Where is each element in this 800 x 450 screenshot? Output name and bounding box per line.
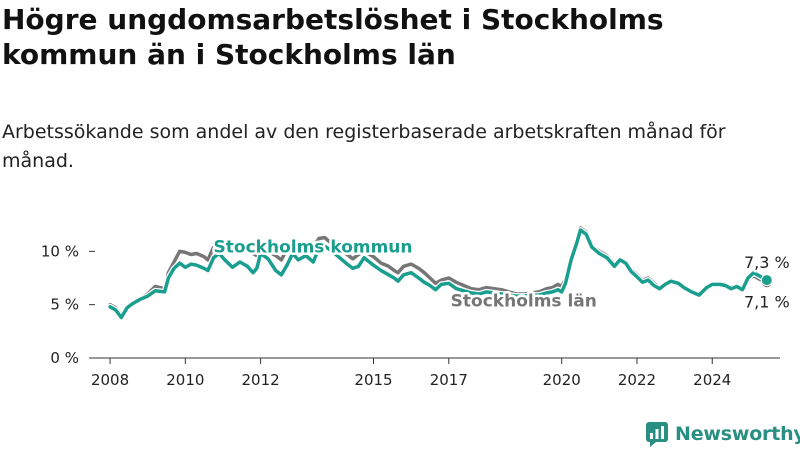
x-tick-label: 2012 <box>242 371 280 389</box>
y-tick-label: 5 % <box>50 296 79 314</box>
y-tick-label: 0 % <box>50 349 79 367</box>
series-halo-stockholms-kommun <box>107 227 770 321</box>
series-label-stockholms-kommun: Stockholms kommun <box>214 237 413 257</box>
x-tick-label: 2008 <box>91 371 129 389</box>
x-tick-label: 2010 <box>166 371 204 389</box>
newsworthy-logo-text: Newsworthy <box>675 423 800 445</box>
x-tick-label: 2015 <box>354 371 392 389</box>
x-tick-label: 2017 <box>430 371 468 389</box>
x-tick-label: 2022 <box>618 371 656 389</box>
y-axis: 0 % 5 % 10 % <box>41 242 95 367</box>
chart-subtitle: Arbetssökande som andel av den registerb… <box>2 121 726 172</box>
chart-title: Högre ungdomsarbetslöshet i Stockholms k… <box>2 3 664 71</box>
series-layer <box>107 226 773 321</box>
end-label-stockholms-lan: 7,1 % <box>744 292 790 311</box>
label-layer: Stockholms kommun Stockholms län 7,3 % 7,1 … <box>211 235 792 314</box>
newsworthy-logo: Newsworthy <box>645 421 800 447</box>
x-tick-label: 2024 <box>693 371 731 389</box>
x-tick-label: 2020 <box>543 371 581 389</box>
x-axis: 2008 2010 2012 2015 2017 2020 2022 2024 <box>91 357 780 389</box>
series-line-stockholms-kommun <box>108 228 769 320</box>
y-tick-label: 10 % <box>41 242 79 260</box>
series-label-stockholms-lan: Stockholms län <box>451 292 597 312</box>
newsworthy-logo-icon <box>646 422 668 447</box>
end-label-stockholms-kommun: 7,3 % <box>744 253 790 272</box>
series-endpoint-stockholms-kommun <box>760 274 773 287</box>
